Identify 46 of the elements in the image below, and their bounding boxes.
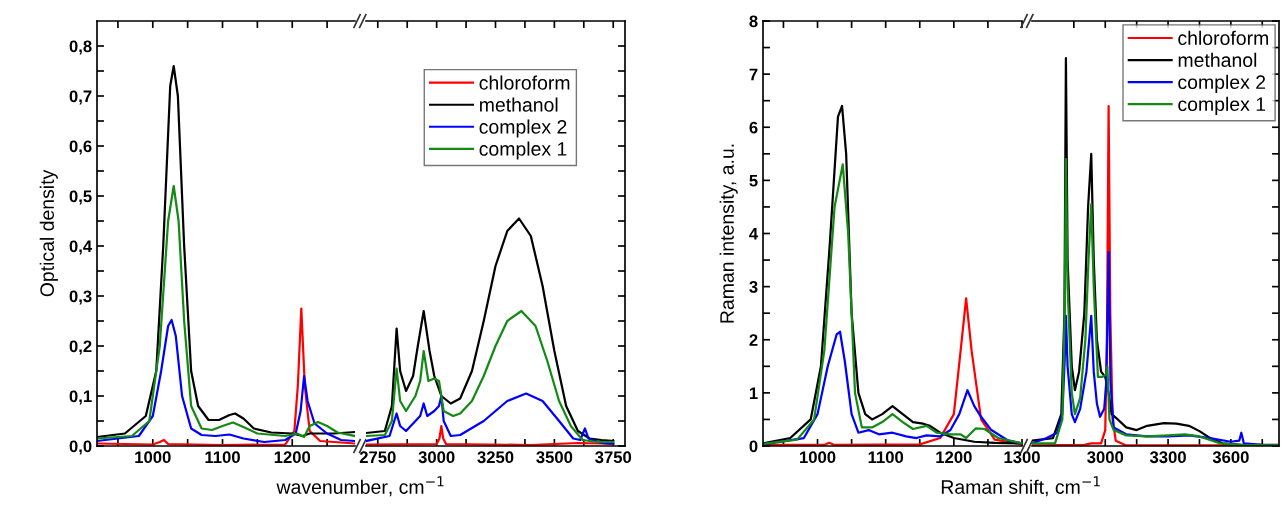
y-tick-label: 6 bbox=[749, 121, 758, 134]
legend-label: complex 2 bbox=[479, 119, 567, 138]
legend-label: complex 1 bbox=[1178, 96, 1266, 115]
x-tick-label: 3500 bbox=[536, 451, 573, 464]
line-series bbox=[97, 184, 355, 440]
x-tick-label: 3000 bbox=[418, 451, 455, 464]
legend-label: methanol bbox=[480, 97, 558, 112]
y-tick-label: 0 bbox=[749, 440, 758, 453]
x-tick-label: 1100 bbox=[868, 451, 904, 464]
y-tick-label: 3 bbox=[749, 281, 758, 293]
y-tick-label: 0,1 bbox=[69, 390, 92, 405]
y-tick-label: 0,6 bbox=[69, 140, 92, 155]
x-tick-label: 2750 bbox=[359, 451, 396, 464]
x-tick-label: 1100 bbox=[205, 451, 240, 464]
x-tick-label: 1200 bbox=[936, 451, 972, 464]
legend-label: chloroform bbox=[479, 75, 570, 90]
y-tick-label: 0,2 bbox=[69, 340, 92, 355]
y-tick-label: 0,3 bbox=[69, 290, 92, 305]
x-tick-label: 1200 bbox=[274, 451, 311, 464]
y-tick-label: 8 bbox=[749, 15, 758, 28]
legend-label: chloroform bbox=[1178, 30, 1268, 45]
y-tick-label: 1 bbox=[749, 387, 758, 399]
y-axis-title: Optical density bbox=[39, 169, 58, 297]
y-tick-label: 0,0 bbox=[69, 440, 92, 455]
y-tick-label: 5 bbox=[749, 174, 758, 187]
y-tick-label: 0,8 bbox=[69, 40, 92, 55]
legend-label: methanol bbox=[1178, 52, 1257, 68]
legend-label: complex 2 bbox=[1178, 74, 1266, 93]
y-tick-label: 0,7 bbox=[69, 90, 92, 105]
x-tick-label: 3000 bbox=[1087, 451, 1124, 464]
x-tick-label: 3300 bbox=[1149, 451, 1186, 464]
x-axis-title: Raman shift, cm$^{−1}$ bbox=[941, 476, 1100, 497]
y-tick-label: 7 bbox=[749, 68, 758, 81]
x-axis-title: wavenumber, cm$^{−1}$ bbox=[276, 476, 444, 497]
x-tick-label: 3250 bbox=[477, 451, 514, 464]
x-tick-label: 1000 bbox=[800, 451, 836, 464]
x-tick-label: 1300 bbox=[1004, 451, 1040, 464]
y-tick-label: 4 bbox=[749, 228, 759, 240]
x-tick-label: 3750 bbox=[595, 451, 632, 464]
x-tick-label: 1000 bbox=[135, 451, 171, 464]
y-tick-label: 2 bbox=[749, 334, 758, 346]
y-tick-label: 0,4 bbox=[69, 240, 93, 255]
y-axis-title: Raman intensity, a.u. bbox=[719, 144, 738, 323]
x-tick-label: 3600 bbox=[1212, 451, 1249, 464]
legend-label: complex 1 bbox=[479, 141, 567, 160]
y-tick-label: 0,5 bbox=[69, 190, 92, 205]
